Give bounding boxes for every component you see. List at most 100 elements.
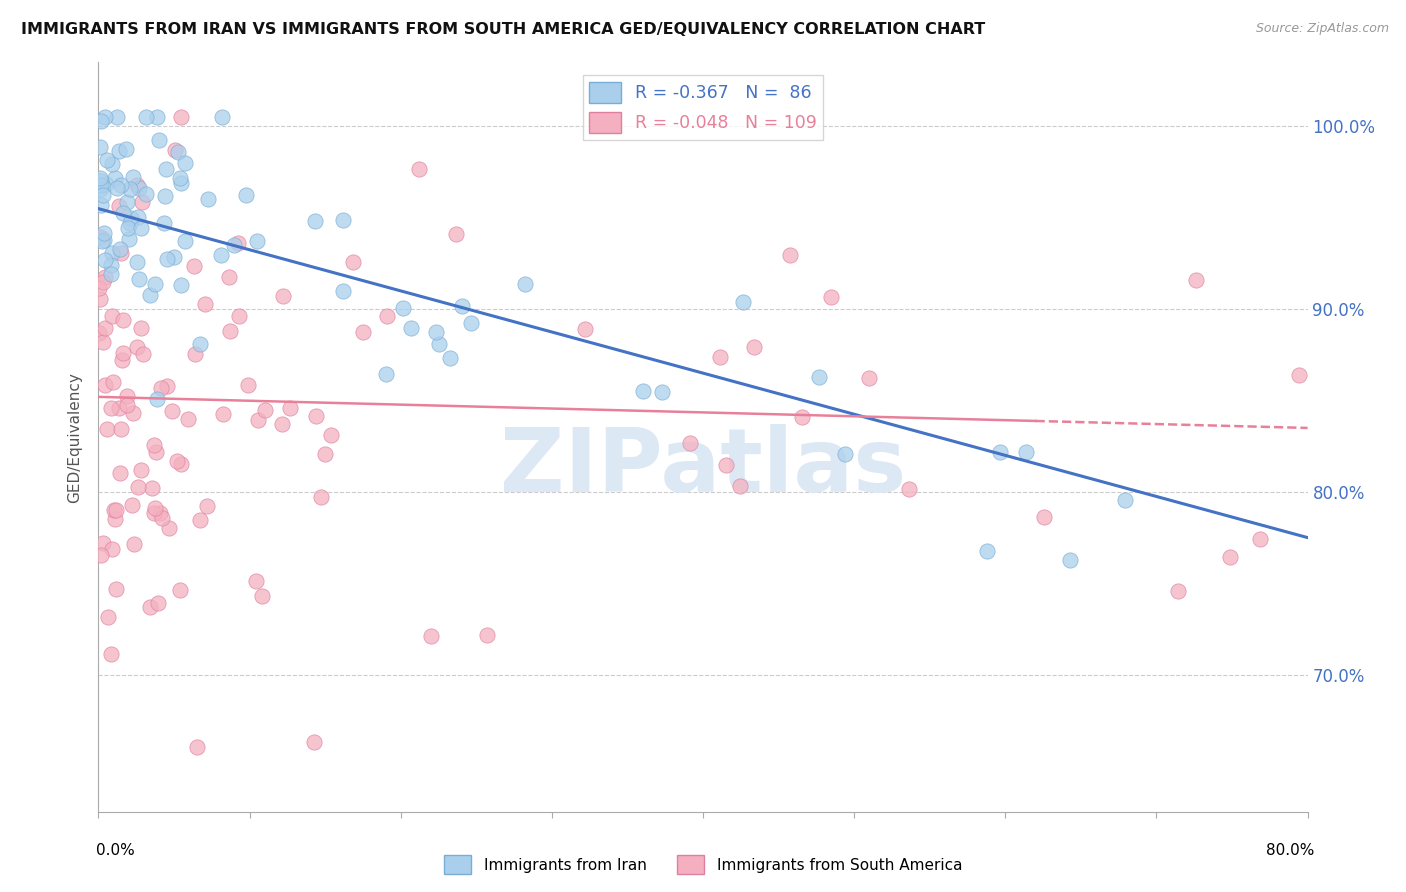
Point [93,253,115,268]
Point [429,337,451,351]
Point [89,230,111,244]
Point [153,215,176,229]
Point [121,169,143,184]
Point [150,381,173,395]
Point [425,326,447,340]
Point [186,740,208,755]
Point [238,378,260,392]
Point [278,401,301,415]
Point [1114,492,1136,507]
Point [219,324,242,338]
Point [420,629,443,643]
Point [1032,510,1054,524]
Legend: Immigrants from Iran, Immigrants from South America: Immigrants from Iran, Immigrants from So… [437,849,969,880]
Point [174,156,197,170]
Text: 80.0%: 80.0% [1267,843,1315,858]
Point [235,187,257,202]
Point [1059,553,1081,567]
Point [408,162,430,177]
Point [117,389,139,403]
Point [271,289,294,303]
Point [377,309,399,323]
Point [94,320,117,334]
Point [127,480,149,494]
Point [101,309,124,323]
Point [193,297,215,311]
Point [309,490,332,504]
Point [107,110,129,124]
Point [170,457,193,471]
Point [91,188,114,202]
Point [790,410,813,425]
Point [1167,583,1189,598]
Point [89,292,111,306]
Y-axis label: GED/Equivalency: GED/Equivalency [67,372,83,502]
Point [115,398,138,412]
Point [166,145,188,160]
Point [94,110,117,124]
Point [513,277,536,291]
Point [104,171,127,186]
Point [332,213,354,227]
Point [101,542,124,557]
Point [401,321,423,335]
Point [120,211,142,225]
Point [108,401,131,415]
Point [145,444,167,458]
Point [93,233,115,247]
Point [93,275,115,289]
Point [475,628,498,642]
Point [90,174,112,188]
Point [142,506,165,520]
Point [209,248,232,262]
Point [121,498,143,512]
Point [450,299,472,313]
Point [97,610,120,624]
Point [132,347,155,361]
Point [100,157,122,171]
Point [728,479,751,493]
Point [155,162,177,177]
Point [105,181,128,195]
Point [118,216,141,230]
Point [177,412,200,426]
Point [1219,549,1241,564]
Point [110,422,132,436]
Point [115,194,138,209]
Point [125,340,148,354]
Point [170,278,193,293]
Point [188,336,211,351]
Point [112,346,135,360]
Point [100,258,122,272]
Point [156,379,179,393]
Point [169,171,191,186]
Point [988,444,1011,458]
Point [898,482,921,496]
Point [139,600,162,615]
Point [103,503,125,517]
Point [118,232,141,246]
Point [96,422,118,436]
Point [108,144,131,158]
Point [115,142,138,156]
Point [143,501,166,516]
Point [166,454,188,468]
Point [143,277,166,291]
Point [679,436,702,450]
Point [131,195,153,210]
Point [808,370,831,384]
Point [89,326,111,340]
Point [169,110,191,124]
Point [128,181,150,195]
Point [141,481,163,495]
Point [90,548,112,562]
Point [352,325,374,339]
Point [100,246,122,260]
Point [162,404,184,418]
Point [319,427,342,442]
Point [89,170,111,185]
Point [1288,368,1310,383]
Point [976,544,998,558]
Point [165,144,187,158]
Point [375,367,398,381]
